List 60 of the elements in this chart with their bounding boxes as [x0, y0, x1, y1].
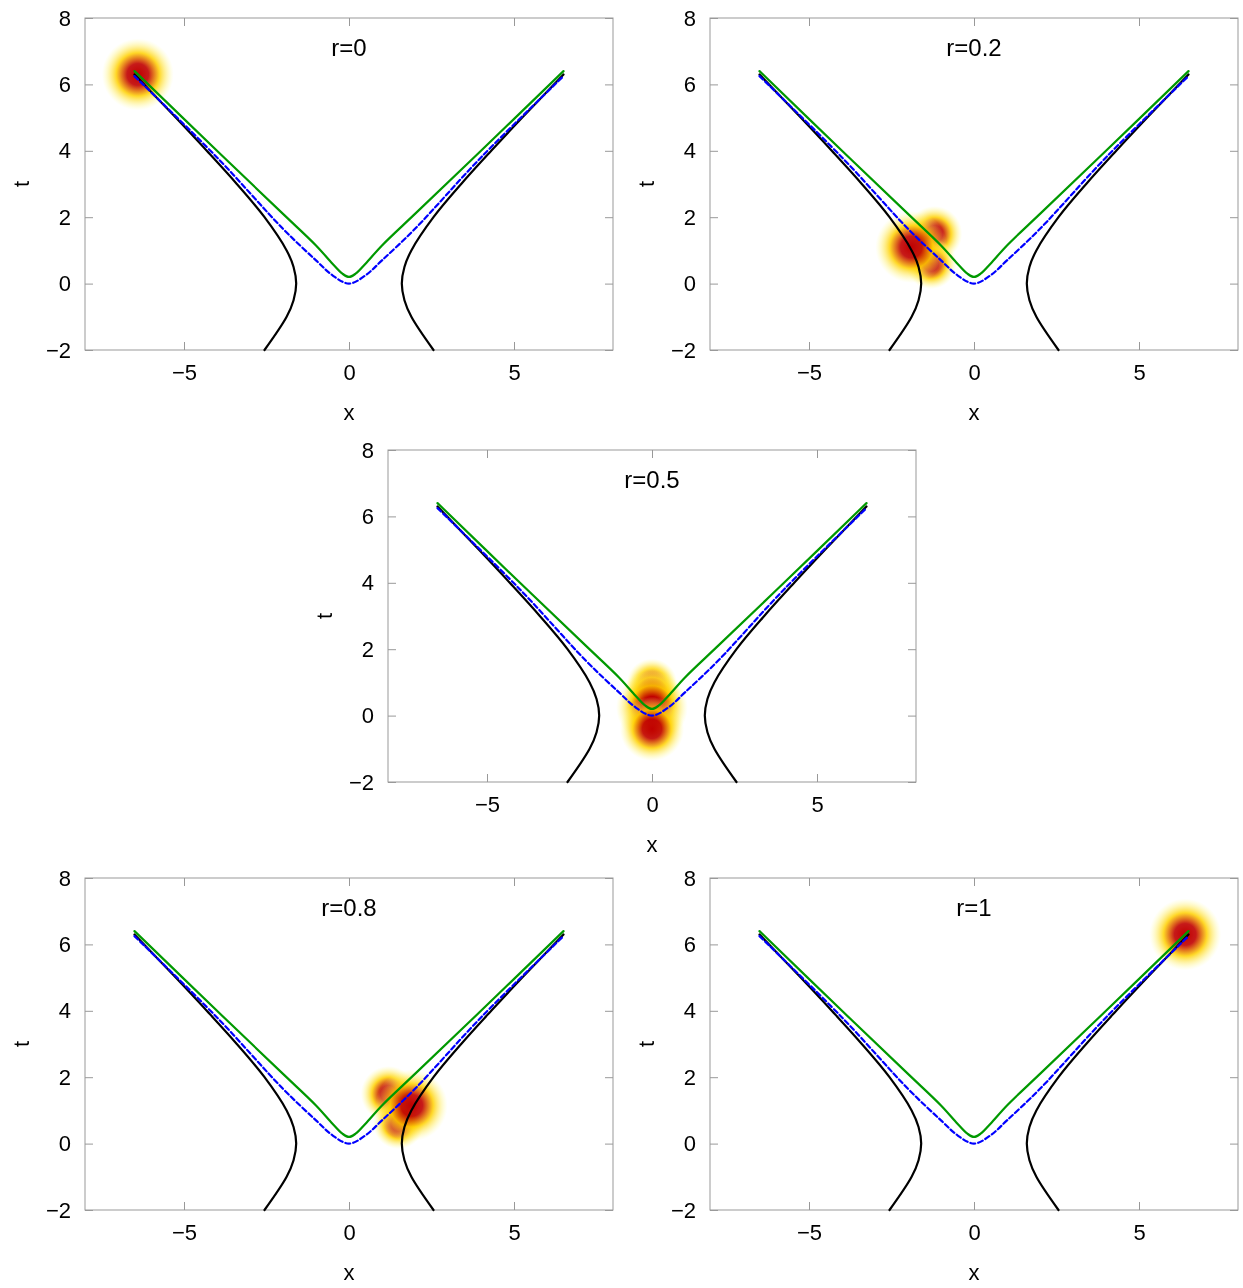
- y-tick-label: 2: [683, 1064, 696, 1090]
- y-axis-title: t: [634, 180, 659, 188]
- y-tick-label: 4: [58, 138, 71, 164]
- y-tick-label: 2: [58, 1064, 71, 1090]
- y-tick-label: 6: [683, 71, 696, 97]
- y-tick-label: −2: [45, 337, 71, 363]
- y-tick-label: 0: [361, 703, 374, 729]
- x-tick-label: −5: [796, 359, 823, 385]
- y-tick-label: 8: [683, 5, 696, 31]
- x-tick-label: 5: [508, 1219, 521, 1245]
- y-tick-label: 4: [361, 570, 374, 596]
- y-tick-label: 2: [361, 636, 374, 662]
- x-tick-label: 0: [968, 1219, 981, 1245]
- y-tick-label: 8: [58, 5, 71, 31]
- x-tick-label: −5: [171, 359, 198, 385]
- y-tick-label: 6: [361, 503, 374, 529]
- y-tick-label: 0: [58, 271, 71, 297]
- x-tick-label: 5: [1133, 359, 1146, 385]
- y-tick-label: 0: [58, 1131, 71, 1157]
- text: r=0.2: [946, 34, 1002, 61]
- x-axis-title: x: [968, 400, 980, 425]
- y-axis-title: t: [634, 1040, 659, 1048]
- x-tick-label: 0: [343, 1219, 356, 1245]
- x-tick-label: 0: [343, 359, 356, 385]
- x-tick-label: 0: [968, 359, 981, 385]
- x-axis-title: x: [343, 1260, 355, 1285]
- y-tick-label: −2: [670, 337, 696, 363]
- y-tick-label: 8: [683, 865, 696, 891]
- y-tick-label: 8: [58, 865, 71, 891]
- x-tick-label: −5: [796, 1219, 823, 1245]
- y-tick-label: 0: [683, 1131, 696, 1157]
- text: r=0: [331, 34, 367, 61]
- y-tick-label: −2: [348, 769, 374, 795]
- y-axis-title: t: [312, 612, 337, 620]
- y-tick-label: 2: [683, 204, 696, 230]
- text: r=0.8: [321, 894, 377, 921]
- text: r=0.5: [624, 466, 680, 493]
- y-tick-label: 4: [683, 998, 696, 1024]
- y-axis-title: t: [9, 1040, 34, 1048]
- x-axis-title: x: [343, 400, 355, 425]
- y-tick-label: 6: [58, 931, 71, 957]
- y-axis-title: t: [9, 180, 34, 188]
- x-axis-title: x: [968, 1260, 980, 1285]
- y-tick-label: 0: [683, 271, 696, 297]
- y-tick-label: 2: [58, 204, 71, 230]
- x-tick-label: −5: [474, 791, 501, 817]
- text: r=1: [956, 894, 992, 921]
- x-tick-label: 5: [811, 791, 824, 817]
- y-tick-label: 6: [58, 71, 71, 97]
- y-tick-label: −2: [45, 1197, 71, 1223]
- y-tick-label: 8: [361, 437, 374, 463]
- x-tick-label: −5: [171, 1219, 198, 1245]
- y-tick-label: 4: [58, 998, 71, 1024]
- y-tick-label: −2: [670, 1197, 696, 1223]
- x-tick-label: 5: [1133, 1219, 1146, 1245]
- y-tick-label: 4: [683, 138, 696, 164]
- x-axis-title: x: [646, 832, 658, 857]
- x-tick-label: 0: [646, 791, 659, 817]
- x-tick-label: 5: [508, 359, 521, 385]
- y-tick-label: 6: [683, 931, 696, 957]
